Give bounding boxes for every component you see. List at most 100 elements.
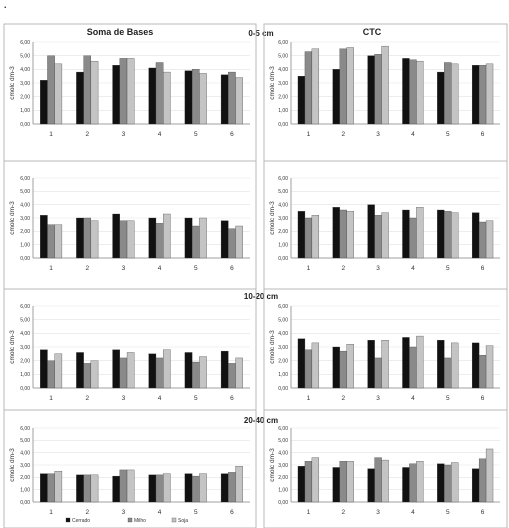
bar — [90, 360, 99, 389]
bar — [184, 352, 193, 389]
bar — [402, 58, 410, 125]
bar — [47, 360, 55, 389]
bar — [163, 473, 171, 503]
bar — [199, 73, 207, 125]
y-tick-label: 3,00 — [278, 216, 288, 222]
x-tick-label: 4 — [158, 131, 162, 138]
bar — [155, 223, 164, 259]
bar — [40, 473, 48, 503]
x-tick-label: 1 — [49, 395, 53, 402]
x-tick-label: 4 — [158, 265, 162, 272]
bar — [228, 363, 236, 389]
x-tick-label: 4 — [411, 509, 415, 516]
y-tick-label: 6,00 — [20, 176, 30, 182]
y-tick-label: 5,00 — [278, 438, 288, 444]
bar — [90, 60, 99, 125]
bar — [304, 217, 313, 259]
bar — [339, 209, 347, 259]
bar — [339, 350, 347, 389]
x-tick-label: 1 — [307, 395, 311, 402]
bar — [83, 217, 92, 259]
bar — [374, 54, 382, 125]
x-tick-label: 4 — [158, 395, 162, 402]
bar — [148, 474, 157, 503]
bar — [112, 213, 120, 259]
bar — [478, 355, 487, 389]
x-tick-label: 1 — [307, 131, 311, 138]
bar — [332, 467, 340, 503]
bar — [126, 352, 135, 389]
y-tick-label: 1,00 — [20, 372, 30, 378]
bar — [416, 60, 424, 125]
x-tick-label: 1 — [307, 265, 311, 272]
bar — [191, 69, 200, 125]
panel-4: 0,00 1,00 2,00 3,00 4,00 5,00 6,00 cmolc dm-3 1 2… — [263, 160, 508, 290]
y-tick-label: 2,00 — [278, 358, 288, 364]
bar — [485, 63, 494, 125]
y-tick-label: 4,00 — [278, 67, 288, 73]
bar — [76, 474, 84, 503]
bar — [339, 461, 347, 503]
bar — [381, 340, 389, 389]
panel-1: 0,00 1,00 2,00 3,00 4,00 5,00 6,00 cmolc dm-3 1 2… — [3, 23, 257, 162]
x-tick-label: 6 — [230, 265, 234, 272]
y-tick-label: 5,00 — [278, 53, 288, 59]
bar — [402, 337, 410, 389]
y-tick-label: 4,00 — [20, 67, 30, 73]
y-tick-label: 5,00 — [278, 189, 288, 195]
chart-panels: 0,00 1,00 2,00 3,00 4,00 5,00 6,00 cmolc dm-3 1 2… — [3, 23, 508, 528]
y-tick-label: 0,00 — [20, 256, 30, 262]
bar — [235, 357, 243, 389]
x-tick-label: 2 — [85, 131, 89, 138]
x-tick-label: 3 — [376, 131, 380, 138]
bar — [220, 350, 229, 389]
bar — [155, 357, 164, 389]
x-tick-label: 5 — [446, 131, 450, 138]
bar — [297, 466, 306, 503]
y-tick-label: 0,00 — [278, 122, 288, 128]
y-tick-label: 2,00 — [278, 475, 288, 481]
bar — [47, 473, 55, 503]
y-tick-label: 1,00 — [278, 487, 288, 493]
bar — [332, 69, 340, 125]
panel-8: 0,00 1,00 2,00 3,00 4,00 5,00 6,00 cmolc dm-3 1 2… — [263, 409, 508, 528]
bar — [374, 215, 382, 259]
y-axis-label: cmolc dm-3 — [9, 201, 16, 235]
y-tick-label: 1,00 — [20, 242, 30, 248]
bar — [54, 471, 63, 503]
bar — [163, 213, 171, 259]
bar — [409, 463, 417, 503]
bar — [346, 461, 354, 503]
y-tick-label: 0,00 — [20, 386, 30, 392]
bar — [54, 224, 63, 259]
bar — [90, 220, 99, 259]
bar — [83, 55, 92, 125]
bar — [191, 225, 200, 259]
x-tick-label: 6 — [230, 131, 234, 138]
bar — [409, 59, 417, 125]
legend-label: Soja — [178, 518, 188, 524]
bar — [374, 357, 382, 389]
y-tick-label: 1,00 — [278, 242, 288, 248]
bar — [126, 220, 135, 259]
panel-frame — [3, 409, 257, 528]
bar — [332, 346, 340, 389]
y-tick-label: 1,00 — [278, 372, 288, 378]
bar — [40, 349, 48, 389]
bar — [148, 67, 157, 125]
bar — [155, 474, 164, 503]
bar — [297, 338, 306, 389]
bar — [199, 356, 207, 389]
y-tick-label: 0,00 — [278, 256, 288, 262]
y-axis-label: cmolc dm-3 — [9, 330, 16, 364]
y-tick-label: 6,00 — [20, 426, 30, 432]
corner-dot-mark: . — [4, 0, 7, 10]
bar — [235, 225, 243, 259]
bar — [444, 62, 452, 125]
bar — [112, 65, 120, 125]
bar — [451, 63, 459, 125]
bar — [346, 211, 354, 259]
bar — [304, 349, 313, 389]
bar — [444, 211, 452, 259]
